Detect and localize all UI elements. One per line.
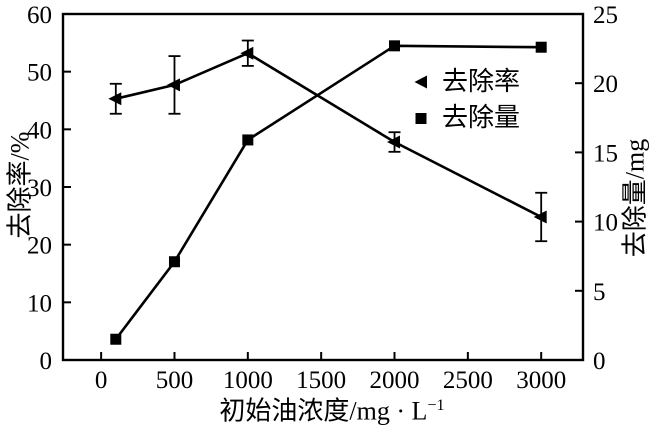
left-y-tick-label: 0 — [40, 348, 53, 375]
triangle-left-marker — [108, 92, 122, 106]
legend-label-removal-amount: 去除量 — [442, 103, 521, 132]
left-y-tick-label: 50 — [27, 60, 52, 87]
left-y-tick-label: 30 — [27, 175, 52, 202]
right-y-tick-label: 15 — [593, 140, 618, 167]
legend-label-removal-rate: 去除率 — [442, 67, 521, 96]
triangle-left-marker — [240, 46, 254, 60]
right-y-tick-label: 25 — [593, 2, 618, 29]
square-marker-icon — [415, 113, 427, 124]
legend-entry-removal-rate: 去除率 — [413, 64, 520, 100]
triangle-left-marker-icon — [414, 75, 427, 89]
x-tick-label: 1000 — [223, 367, 273, 394]
x-axis-label: 初始油浓度/mg · L−1 — [219, 391, 444, 428]
triangle-left-marker — [166, 78, 180, 92]
left-y-tick-label: 40 — [27, 117, 52, 144]
right-y-tick-label: 5 — [593, 279, 606, 306]
x-axis-label-superscript: −1 — [427, 396, 445, 414]
x-axis-label-text: 初始油浓度/mg · L — [219, 396, 428, 426]
square-marker — [110, 333, 122, 345]
x-tick-label: 1500 — [296, 367, 346, 394]
x-tick-label: 0 — [95, 367, 108, 394]
left-y-tick-label: 10 — [27, 290, 52, 317]
square-marker — [168, 256, 180, 268]
right-y-tick-label: 0 — [593, 348, 606, 375]
legend: 去除率 去除量 — [413, 64, 520, 136]
square-marker — [389, 40, 401, 52]
x-tick-label: 2000 — [370, 367, 420, 394]
square-marker — [535, 41, 547, 53]
square-marker — [242, 134, 254, 146]
x-tick-label: 3000 — [516, 367, 566, 394]
right-y-tick-label: 10 — [593, 210, 618, 237]
triangle-left-marker — [533, 210, 547, 224]
x-tick-label: 500 — [156, 367, 194, 394]
left-y-axis-label: 去除率/% — [5, 131, 35, 239]
legend-entry-removal-amount: 去除量 — [413, 100, 520, 136]
right-y-axis-label: 去除量/mg — [620, 138, 650, 258]
right-y-tick-label: 20 — [593, 71, 618, 98]
left-y-tick-label: 60 — [27, 2, 52, 29]
triangle-left-marker — [387, 135, 401, 149]
x-tick-label: 2500 — [443, 367, 493, 394]
left-y-tick-label: 20 — [27, 233, 52, 260]
